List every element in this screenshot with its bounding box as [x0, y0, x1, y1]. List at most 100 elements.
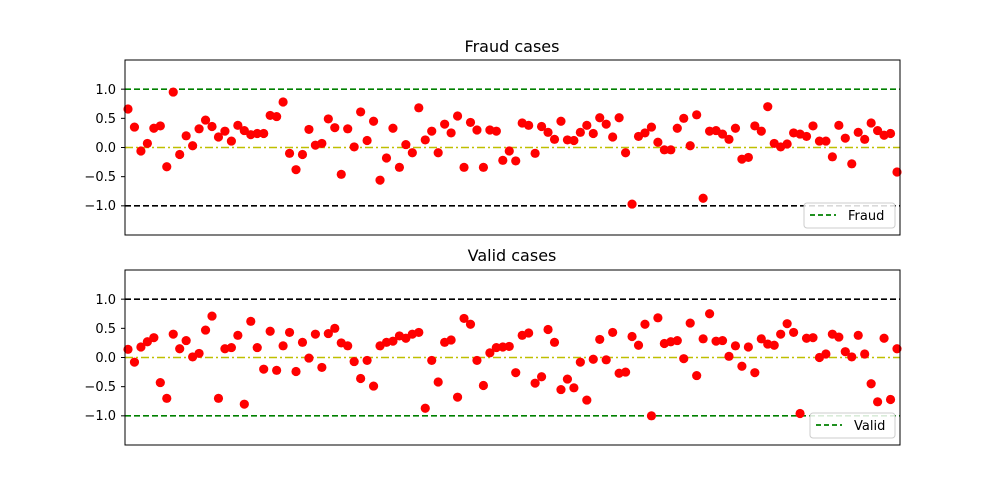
- valid-data-point: [530, 378, 540, 388]
- fraud-ytick-label: 0.5: [95, 112, 116, 127]
- fraud-data-point: [536, 121, 547, 132]
- valid-ytick-label: 1.0: [95, 293, 116, 308]
- fraud-data-point: [666, 145, 676, 155]
- fraud-chart-legend: Fraud: [803, 202, 896, 229]
- fraud-data-point: [388, 123, 398, 133]
- fraud-data-point: [646, 122, 657, 132]
- fraud-data-point: [465, 117, 476, 128]
- valid-data-point: [317, 362, 327, 373]
- valid-data-point: [433, 377, 443, 387]
- valid-data-point: [213, 393, 224, 403]
- valid-data-point: [737, 361, 747, 371]
- fraud-data-point: [847, 159, 857, 169]
- fraud-data-point: [200, 115, 211, 125]
- fraud-data-point: [433, 148, 443, 158]
- valid-data-point: [885, 394, 896, 405]
- fraud-data-point: [407, 148, 417, 158]
- valid-data-point: [750, 368, 760, 378]
- fraud-data-point: [491, 126, 501, 136]
- valid-data-point: [472, 355, 482, 366]
- valid-data-point: [834, 332, 844, 342]
- fraud-data-point: [472, 125, 482, 135]
- fraud-data-point: [504, 146, 514, 156]
- valid-data-point: [672, 335, 682, 346]
- valid-chart-y-ticks: 1.0 0.5 0.0 −0.5 −1.0: [84, 293, 116, 424]
- fraud-chart-y-ticks: 1.0 0.5 0.0 −0.5 −1.0: [84, 83, 116, 214]
- fraud-data-point: [627, 199, 637, 209]
- valid-data-point: [368, 381, 379, 391]
- fraud-data-point: [394, 162, 405, 172]
- valid-data-point: [627, 331, 637, 342]
- valid-data-point: [284, 327, 295, 338]
- fraud-data-point: [168, 87, 178, 97]
- fraud-data-point: [892, 167, 902, 177]
- fraud-data-point: [782, 139, 792, 149]
- fraud-data-point: [808, 121, 818, 131]
- fraud-data-point: [362, 135, 372, 146]
- fraud-data-point: [595, 113, 605, 123]
- valid-data-point: [795, 408, 805, 419]
- fraud-data-point: [724, 134, 734, 144]
- valid-data-point: [536, 372, 547, 382]
- valid-data-point: [685, 318, 695, 328]
- valid-data-point: [129, 357, 140, 367]
- valid-chart: Valid cases 1.0 0.5 0.0 −0.5 −1.0 Valid: [84, 246, 902, 446]
- valid-data-point: [278, 341, 288, 351]
- fraud-data-point: [330, 123, 340, 133]
- fraud-chart-marks: [121, 87, 902, 209]
- fraud-data-point: [853, 127, 863, 137]
- valid-ytick-label: 0.0: [95, 351, 116, 366]
- valid-data-point: [743, 342, 753, 352]
- fraud-data-point: [692, 110, 702, 120]
- valid-data-point: [769, 340, 779, 350]
- fraud-data-point: [478, 162, 489, 172]
- valid-data-point: [297, 337, 308, 347]
- fraud-data-point: [588, 128, 598, 139]
- fraud-data-point: [601, 119, 611, 129]
- fraud-legend-box: [803, 202, 896, 229]
- valid-data-point: [569, 383, 579, 393]
- fraud-data-point: [834, 120, 844, 130]
- valid-data-point: [136, 342, 146, 352]
- fraud-ytick-label: 0.0: [95, 141, 116, 156]
- valid-data-point: [860, 349, 870, 359]
- fraud-data-point: [556, 116, 566, 126]
- valid-data-point: [233, 330, 243, 340]
- fraud-data-point: [336, 169, 346, 179]
- fraud-data-point: [427, 126, 437, 136]
- fraud-data-point: [840, 133, 850, 143]
- valid-data-point: [776, 329, 786, 339]
- fraud-data-point: [446, 128, 456, 138]
- fraud-data-point: [569, 135, 579, 146]
- fraud-ytick-label: 1.0: [95, 83, 116, 98]
- valid-data-point: [879, 333, 889, 343]
- valid-legend-label: Valid: [854, 419, 885, 434]
- valid-data-point: [633, 340, 644, 350]
- fraud-data-point: [608, 132, 618, 142]
- valid-ytick-label: −0.5: [84, 380, 116, 395]
- valid-data-point: [756, 334, 766, 344]
- fraud-data-point: [821, 136, 831, 146]
- valid-data-point: [414, 327, 424, 338]
- fraud-data-point: [194, 124, 204, 134]
- valid-data-point: [808, 333, 818, 343]
- fraud-data-point: [543, 127, 553, 137]
- valid-data-point: [485, 348, 495, 358]
- valid-chart-marks: [121, 298, 902, 421]
- fraud-data-point: [866, 118, 876, 128]
- fraud-data-point: [136, 146, 146, 156]
- fraud-data-point: [414, 103, 424, 113]
- fraud-data-point: [452, 111, 463, 121]
- valid-data-point: [162, 393, 172, 403]
- fraud-data-point: [123, 104, 133, 114]
- fraud-data-point: [524, 120, 534, 130]
- valid-data-point: [175, 344, 185, 354]
- valid-chart-title: Valid cases: [468, 246, 557, 265]
- fraud-data-point: [401, 139, 411, 150]
- valid-data-point: [575, 357, 585, 367]
- valid-data-point: [789, 327, 799, 338]
- fraud-data-point: [614, 113, 624, 123]
- fraud-data-point: [801, 131, 812, 142]
- fraud-data-point: [226, 136, 236, 146]
- valid-data-point: [847, 352, 857, 362]
